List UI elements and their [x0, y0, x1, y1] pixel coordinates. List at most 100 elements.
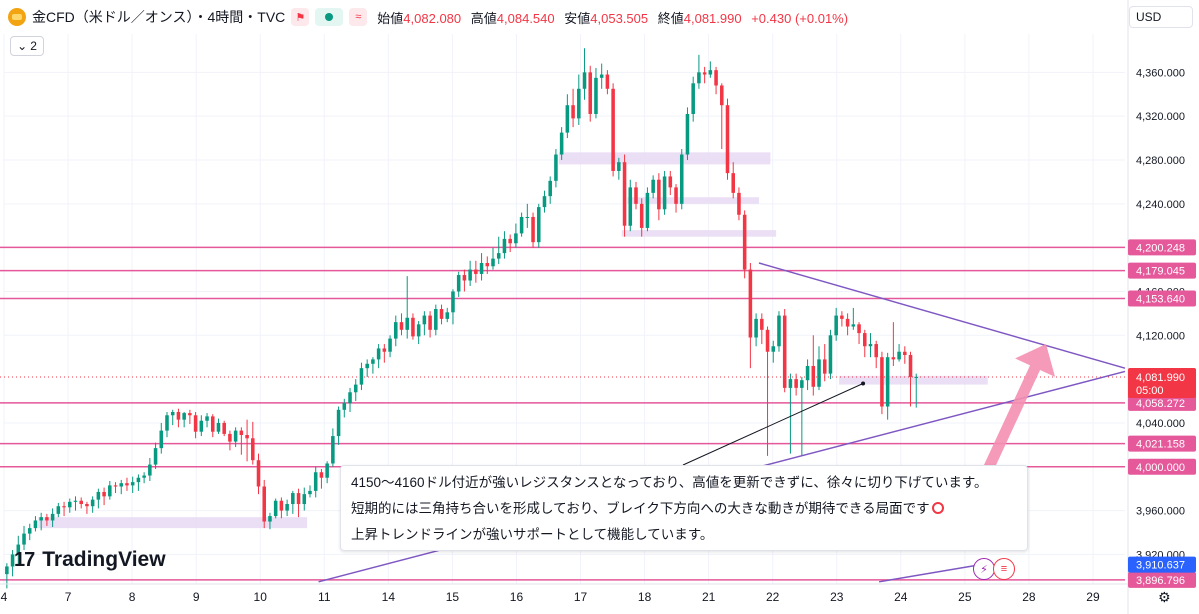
- candle-body: [176, 411, 181, 420]
- market-status-icon[interactable]: [315, 8, 344, 26]
- level-price-label: 4,021.158: [1136, 439, 1185, 451]
- candle-body: [371, 359, 375, 364]
- candle-body: [559, 132, 564, 155]
- candle-body: [742, 214, 747, 270]
- candle-body: [519, 216, 524, 234]
- candle-body: [62, 506, 66, 508]
- indicators-toggle[interactable]: ⌄ 2: [10, 36, 44, 56]
- candle-body: [325, 463, 329, 478]
- candle-body: [39, 517, 43, 521]
- candle-body: [159, 430, 164, 449]
- level-price-tag: [1128, 290, 1196, 307]
- data-delay-icon[interactable]: ≈: [349, 8, 368, 26]
- annotation-callout[interactable]: 4150〜4160ドル付近が強いレジスタンスとなっており、高値を更新できずに、徐…: [340, 465, 1028, 551]
- candle-body: [674, 187, 678, 204]
- candle-body: [628, 187, 633, 226]
- candle-body: [245, 434, 249, 439]
- candle-body: [73, 500, 78, 502]
- candle-body: [16, 544, 21, 555]
- candle-body: [800, 380, 804, 388]
- candle-body: [828, 335, 833, 374]
- candle-body: [668, 176, 673, 188]
- candle-body: [251, 438, 255, 461]
- candle-body: [479, 262, 484, 274]
- open-value: 4,082.080: [403, 10, 462, 26]
- consolidation-zone: [839, 375, 988, 385]
- candle-body: [113, 485, 118, 487]
- price-tick-label: 4,040.000: [1136, 418, 1185, 430]
- date-tick-label: 24: [894, 590, 908, 604]
- candle-body: [233, 430, 238, 442]
- lightning-event-icon[interactable]: ⚡: [973, 558, 995, 580]
- candle-body: [342, 403, 347, 410]
- candle-body: [422, 315, 427, 325]
- annotation-line-1: 4150〜4160ドル付近が強いレジスタンスとなっており、高値を更新できずに、徐…: [351, 475, 988, 490]
- gold-symbol-icon: [8, 8, 26, 26]
- candle-body: [639, 203, 644, 228]
- candle-body: [885, 357, 890, 407]
- candle-body: [285, 504, 289, 511]
- candle-body: [908, 355, 913, 377]
- candle-body: [565, 105, 570, 133]
- candle-body: [439, 309, 444, 319]
- candle-body: [416, 324, 421, 337]
- close-value: 4,081.990: [683, 10, 742, 26]
- candle-body: [697, 72, 701, 84]
- candle-body: [5, 566, 9, 575]
- candle-body: [130, 482, 135, 486]
- date-tick-label: 29: [1086, 590, 1100, 604]
- candle-body: [514, 233, 518, 244]
- candle-body: [353, 384, 358, 393]
- candle-body: [777, 315, 781, 347]
- flag-icon[interactable]: ⚑: [291, 8, 310, 26]
- candle-body: [182, 413, 186, 420]
- date-tick-label: 18: [638, 590, 652, 604]
- us-flag-event-icon[interactable]: ≡: [993, 558, 1015, 580]
- date-tick-label: 25: [958, 590, 972, 604]
- candle-body: [153, 448, 158, 465]
- gear-icon[interactable]: ⚙: [1158, 589, 1171, 605]
- candle-body: [296, 493, 301, 505]
- candle-body: [27, 528, 32, 534]
- candle-body: [611, 88, 615, 171]
- last-price-tag: [1128, 367, 1196, 398]
- level-price-label: 4,179.045: [1136, 266, 1185, 278]
- candle-body: [331, 436, 335, 464]
- currency-selector[interactable]: USD: [1129, 6, 1193, 28]
- candle-body: [291, 493, 295, 505]
- candle-body: [365, 363, 369, 369]
- currency-label: USD: [1136, 10, 1162, 24]
- date-tick-label: 7: [65, 590, 72, 604]
- candle-body: [485, 262, 490, 267]
- symbol-title[interactable]: 金CFD（米ドル／オンス）・4時間・TVC: [32, 9, 286, 25]
- date-tick-label: 28: [1022, 590, 1036, 604]
- candle-body: [845, 318, 850, 327]
- candle-body: [725, 105, 730, 174]
- tradingview-logo[interactable]: 17 TradingView: [14, 548, 166, 572]
- candle-body: [165, 415, 169, 431]
- high-value: 4,084.540: [496, 10, 555, 26]
- annotation-line-3: 上昇トレンドラインが強いサポートとして機能しています。: [351, 527, 714, 542]
- level-price-label: 3,896.796: [1136, 575, 1185, 587]
- trend-line: [878, 564, 977, 583]
- candle-body: [857, 324, 861, 334]
- trend-line: [758, 262, 1126, 369]
- candle-body: [657, 179, 661, 210]
- candle-body: [708, 70, 713, 75]
- candle-body: [491, 258, 495, 267]
- candle-body: [496, 253, 501, 259]
- chevron-down-icon: ⌄: [17, 39, 28, 53]
- candle-body: [33, 520, 38, 529]
- candle-body: [691, 83, 695, 114]
- candle-body: [622, 162, 627, 226]
- candle-body: [502, 238, 507, 254]
- candle-body: [737, 192, 741, 215]
- marker-price-tag: [1128, 556, 1196, 573]
- target-icon: [931, 502, 944, 514]
- candle-body: [50, 513, 55, 521]
- candle-body: [96, 491, 101, 500]
- indicator-count: 2: [30, 39, 37, 53]
- candle-body: [651, 179, 655, 193]
- candle-body: [188, 413, 192, 416]
- candle-body: [817, 359, 821, 387]
